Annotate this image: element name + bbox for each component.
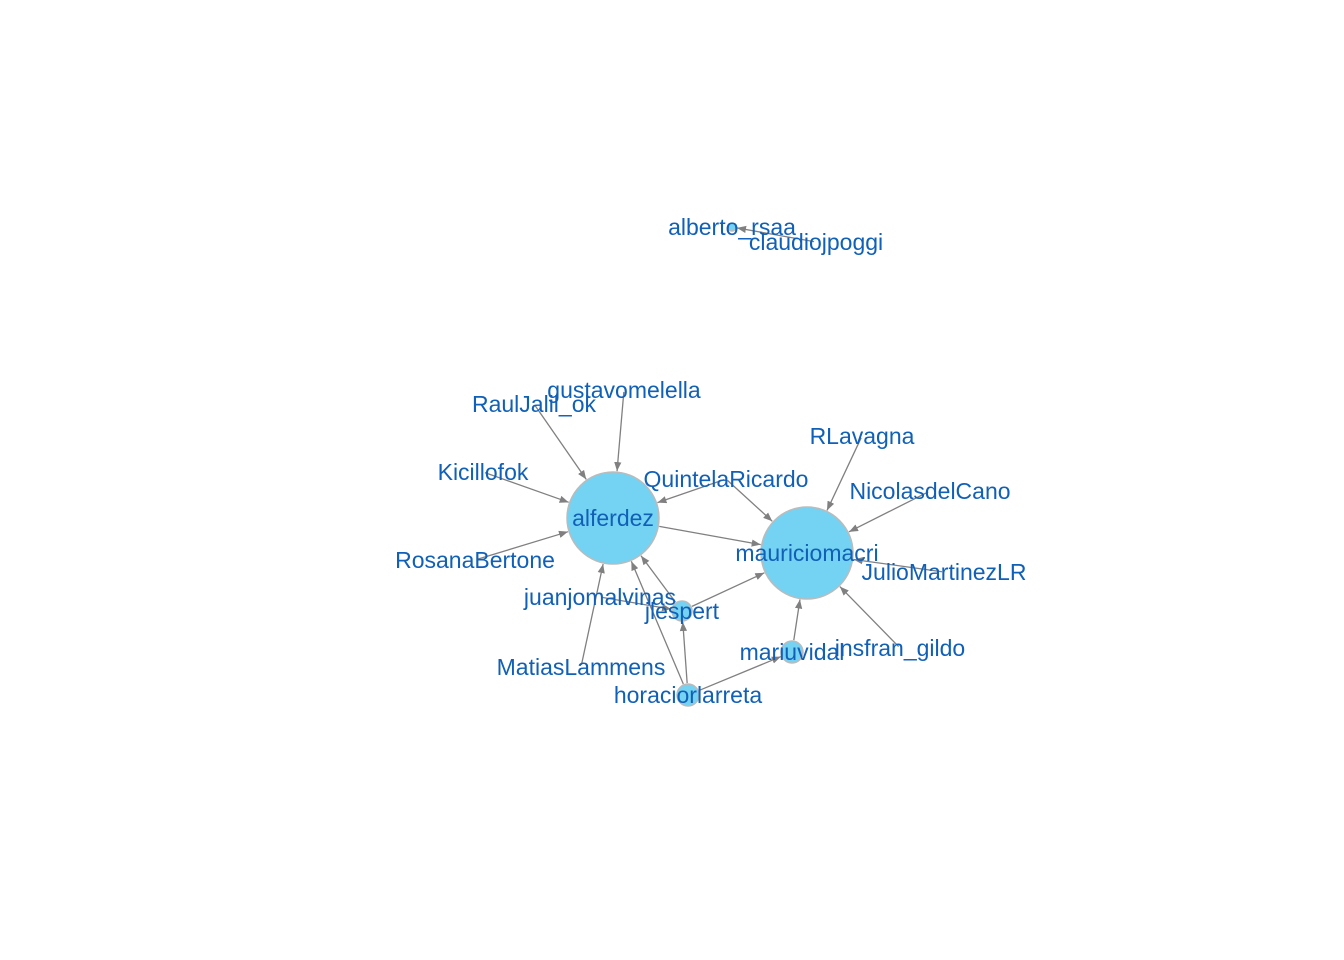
node-label-JulioMartinezLR: JulioMartinezLR xyxy=(862,559,1027,585)
edge-horaciorlarreta-to-alferdez xyxy=(630,561,684,685)
edge-RosanaBertone-to-alferdez xyxy=(476,530,569,561)
edge-RLavagna-to-mauriciomacri xyxy=(826,437,862,511)
edge-layer xyxy=(476,225,943,692)
edge-QuintelaRicardo-to-mauriciomacri xyxy=(727,479,773,522)
edge-jlespert-to-mauriciomacri xyxy=(691,572,765,607)
label-layer: alberto_rsaaclaudiojpoggigustavomelellaR… xyxy=(395,214,1026,708)
edge-MatiasLammens-to-alferdez xyxy=(580,563,605,666)
edge-Kicillofok-to-alferdez xyxy=(484,472,569,503)
node-alberto_rsaa[interactable] xyxy=(727,222,737,232)
edge-horaciorlarreta-to-jlespert xyxy=(679,621,688,684)
edge-juanjomalvinas-to-jlespert xyxy=(601,596,672,612)
node-label-NicolasdelCano: NicolasdelCano xyxy=(849,478,1010,504)
node-label-alberto_rsaa: alberto_rsaa xyxy=(668,214,796,240)
node-label-Kicillofok: Kicillofok xyxy=(438,459,529,485)
node-label-mariuvidal: mariuvidal xyxy=(740,639,845,665)
edge-insfran_gildo-to-mauriciomacri xyxy=(839,586,900,648)
node-label-mauriciomacri: mauriciomacri xyxy=(735,540,878,566)
edge-QuintelaRicardo-to-alferdez xyxy=(657,479,725,504)
edge-mariuvidal-to-mauriciomacri xyxy=(793,599,803,641)
node-alferdez[interactable] xyxy=(566,471,660,565)
node-label-insfran_gildo: insfran_gildo xyxy=(835,635,965,661)
edge-JulioMartinezLR-to-mauriciomacri xyxy=(853,557,943,573)
node-label-RosanaBertone: RosanaBertone xyxy=(395,547,555,573)
node-label-RLavagna: RLavagna xyxy=(810,423,915,449)
edge-claudiojpoggi-to-alberto_rsaa xyxy=(736,225,815,243)
node-label-jlespert: jlespert xyxy=(644,598,720,624)
node-jlespert[interactable] xyxy=(671,600,693,622)
edge-NicolasdelCano-to-mauriciomacri xyxy=(848,491,929,533)
node-label-horaciorlarreta: horaciorlarreta xyxy=(614,682,762,708)
edge-RaulJalil_ok-to-alferdez xyxy=(534,405,587,480)
node-mauriciomacri[interactable] xyxy=(760,506,854,600)
edge-jlespert-to-alferdez xyxy=(640,555,676,603)
node-label-RaulJalil_ok: RaulJalil_ok xyxy=(472,391,597,417)
node-label-gustavomelella: gustavomelella xyxy=(547,377,701,403)
node-horaciorlarreta[interactable] xyxy=(676,683,700,707)
node-label-claudiojpoggi: claudiojpoggi xyxy=(749,229,883,255)
node-label-juanjomalvinas: juanjomalvinas xyxy=(523,584,676,610)
node-label-alferdez: alferdez xyxy=(572,505,654,531)
edge-gustavomelella-to-alferdez xyxy=(614,391,625,472)
node-label-QuintelaRicardo: QuintelaRicardo xyxy=(644,466,809,492)
node-layer xyxy=(566,222,854,707)
node-mariuvidal[interactable] xyxy=(780,640,804,664)
edge-horaciorlarreta-to-mariuvidal xyxy=(698,655,782,692)
edge-alferdez-to-mauriciomacri xyxy=(659,525,761,547)
node-label-MatiasLammens: MatiasLammens xyxy=(497,654,666,680)
